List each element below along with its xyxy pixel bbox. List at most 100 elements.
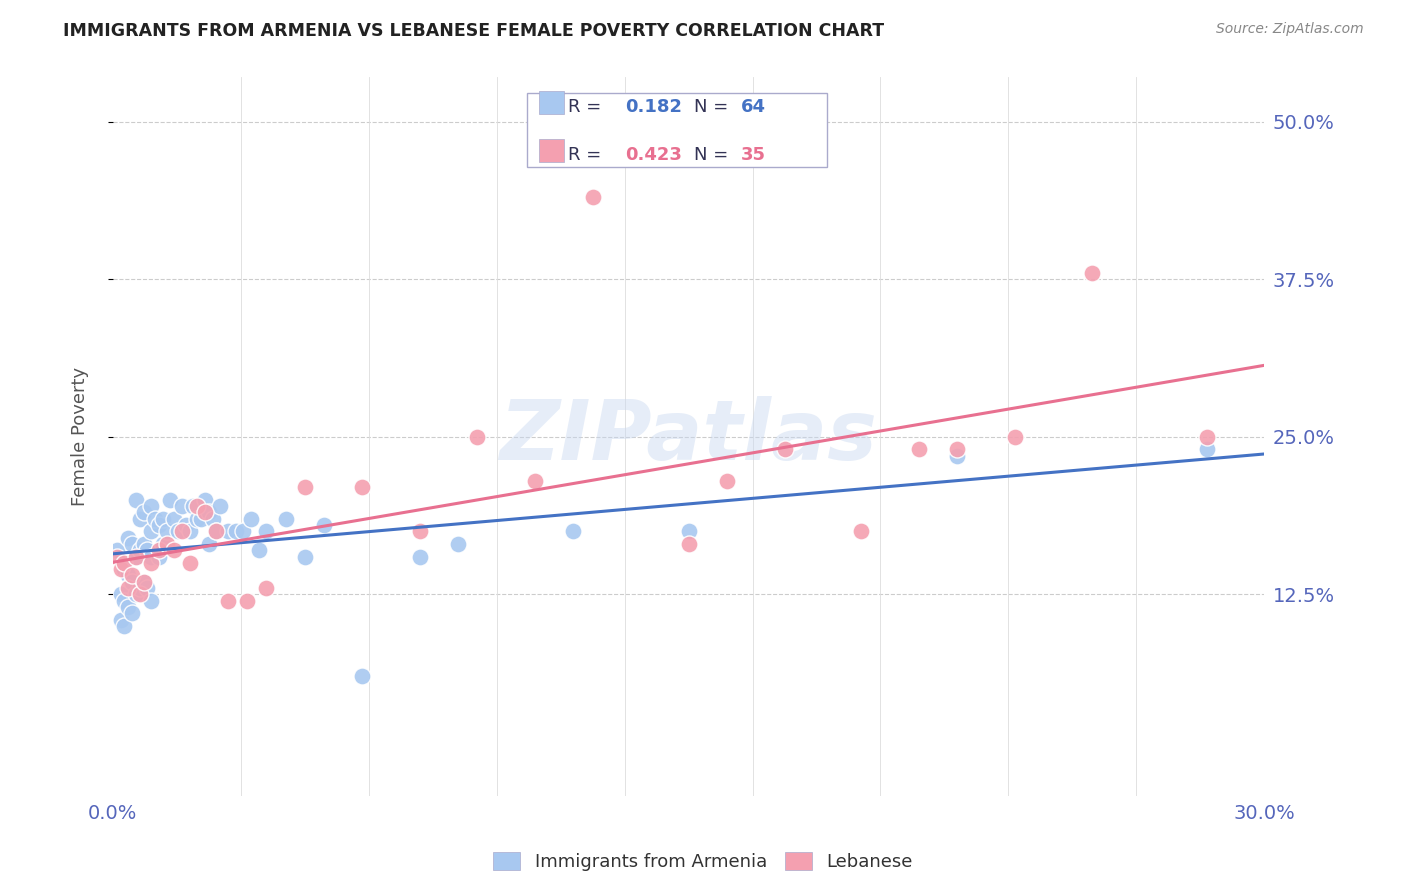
Point [155,537,177,551]
Text: N =: N = [695,145,734,164]
Point [217,593,239,607]
Text: N =: N = [695,97,734,116]
Point [121,574,143,589]
Legend: Immigrants from Armenia, Lebanese: Immigrants from Armenia, Lebanese [486,845,920,879]
Text: ZIPatlas: ZIPatlas [499,396,877,477]
Point [170,499,193,513]
Point [170,524,193,539]
Point [217,524,239,539]
Point [254,524,277,539]
Point [141,556,163,570]
Point [105,549,128,564]
Point [141,499,163,513]
Point [312,518,335,533]
Point [274,512,297,526]
Point [236,593,259,607]
FancyBboxPatch shape [538,91,564,114]
Point [179,524,201,539]
Point [179,556,201,570]
Point [152,537,174,551]
Point [159,492,181,507]
Point [132,505,155,519]
Point [128,581,150,595]
Text: Source: ZipAtlas.com: Source: ZipAtlas.com [1216,22,1364,37]
Point [524,474,547,488]
Point [247,543,270,558]
Point [467,430,489,444]
Point [205,524,228,539]
Point [186,512,208,526]
Point [141,524,163,539]
Point [128,587,150,601]
Point [716,474,738,488]
Point [128,543,150,558]
Y-axis label: Female Poverty: Female Poverty [72,368,89,507]
Point [121,607,143,621]
Point [110,587,132,601]
Point [155,524,177,539]
Point [851,524,873,539]
Point [409,549,432,564]
Point [148,549,170,564]
Point [152,512,174,526]
Point [183,499,205,513]
Point [225,524,247,539]
Text: R =: R = [568,145,606,164]
Point [198,537,221,551]
Point [141,593,163,607]
Point [1004,430,1026,444]
Point [163,512,186,526]
Point [352,480,374,494]
Point [136,543,159,558]
Point [294,480,316,494]
Point [194,505,217,519]
Text: IMMIGRANTS FROM ARMENIA VS LEBANESE FEMALE POVERTY CORRELATION CHART: IMMIGRANTS FROM ARMENIA VS LEBANESE FEMA… [63,22,884,40]
Text: 0.423: 0.423 [626,145,682,164]
Point [112,562,135,576]
Point [1195,430,1218,444]
FancyBboxPatch shape [538,138,564,161]
Point [112,593,135,607]
Point [209,499,232,513]
Point [132,574,155,589]
Point [105,543,128,558]
Text: 35: 35 [741,145,765,164]
Point [562,524,585,539]
Point [148,543,170,558]
Point [946,449,969,463]
Point [143,512,166,526]
Point [240,512,263,526]
Text: 64: 64 [741,97,765,116]
Point [110,613,132,627]
Point [110,562,132,576]
Point [294,549,316,564]
Point [125,587,148,601]
Point [447,537,470,551]
Point [678,537,700,551]
Point [141,549,163,564]
Point [117,568,139,582]
Point [167,524,190,539]
Point [148,518,170,533]
Point [946,442,969,457]
Point [136,581,159,595]
Point [117,531,139,545]
Point [128,512,150,526]
Point [773,442,796,457]
Text: R =: R = [568,97,606,116]
Point [117,581,139,595]
Point [125,492,148,507]
Point [232,524,254,539]
Point [112,556,135,570]
Point [121,568,143,582]
Point [205,524,228,539]
Point [163,543,186,558]
Point [198,505,221,519]
Point [174,518,197,533]
Point [581,190,603,204]
Point [132,574,155,589]
Point [1195,442,1218,457]
Point [117,600,139,615]
Point [201,512,224,526]
Point [132,537,155,551]
